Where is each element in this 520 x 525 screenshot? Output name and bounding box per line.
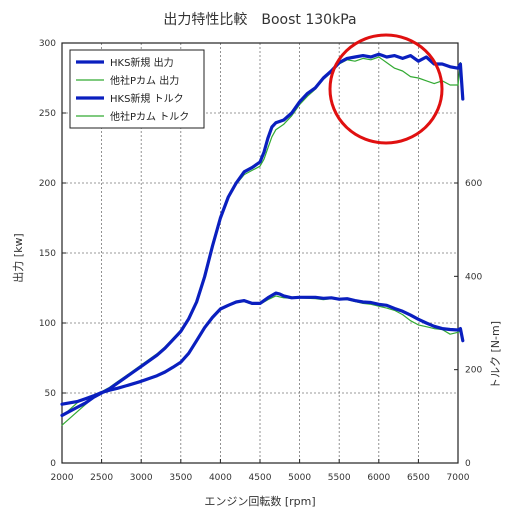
y-right-tick-label: 600 — [465, 179, 482, 189]
x-axis-label: エンジン回転数 [rpm] — [204, 495, 315, 508]
y-left-tick-label: 50 — [45, 389, 57, 399]
x-tick-label: 3000 — [130, 473, 153, 483]
chart-title: 出力特性比較 Boost 130kPa — [163, 12, 356, 28]
y-left-tick-label: 0 — [50, 459, 56, 469]
x-tick-label: 4500 — [249, 473, 272, 483]
legend-label: 他社Pカム 出力 — [110, 74, 179, 87]
x-tick-label: 2500 — [90, 473, 113, 483]
x-tick-label: 6000 — [367, 473, 390, 483]
x-tick-label: 2000 — [51, 473, 74, 483]
legend-label: HKS新規 トルク — [110, 92, 184, 105]
y-right-tick-label: 0 — [465, 459, 471, 469]
y-left-tick-label: 150 — [39, 249, 56, 259]
legend-label: HKS新規 出力 — [110, 56, 174, 69]
series-group — [60, 52, 465, 426]
series-line-3 — [60, 291, 465, 406]
y-axis-right-label: トルク [N-m] — [489, 321, 502, 389]
y-left-tick-label: 100 — [39, 319, 56, 329]
legend-label: 他社Pカム トルク — [110, 110, 189, 123]
x-tick-label: 5000 — [288, 473, 311, 483]
x-tick-label: 5500 — [328, 473, 351, 483]
axis-ticks: 2000 2500 3000 3500 4000 4500 5000 5500 6000 6500… — [39, 39, 483, 483]
highlight-circle — [328, 33, 444, 145]
y-right-tick-label: 200 — [465, 366, 482, 376]
x-tick-label: 3500 — [169, 473, 192, 483]
y-left-tick-label: 200 — [39, 179, 56, 189]
y-left-tick-label: 300 — [39, 39, 56, 49]
x-tick-label: 6500 — [407, 473, 430, 483]
x-tick-label: 4000 — [209, 473, 232, 483]
y-axis-left-label: 出力 [kw] — [11, 233, 25, 282]
y-right-tick-label: 400 — [465, 272, 482, 282]
x-tick-label: 7000 — [447, 473, 470, 483]
series-line-1 — [60, 52, 465, 417]
y-left-tick-label: 250 — [39, 109, 56, 119]
